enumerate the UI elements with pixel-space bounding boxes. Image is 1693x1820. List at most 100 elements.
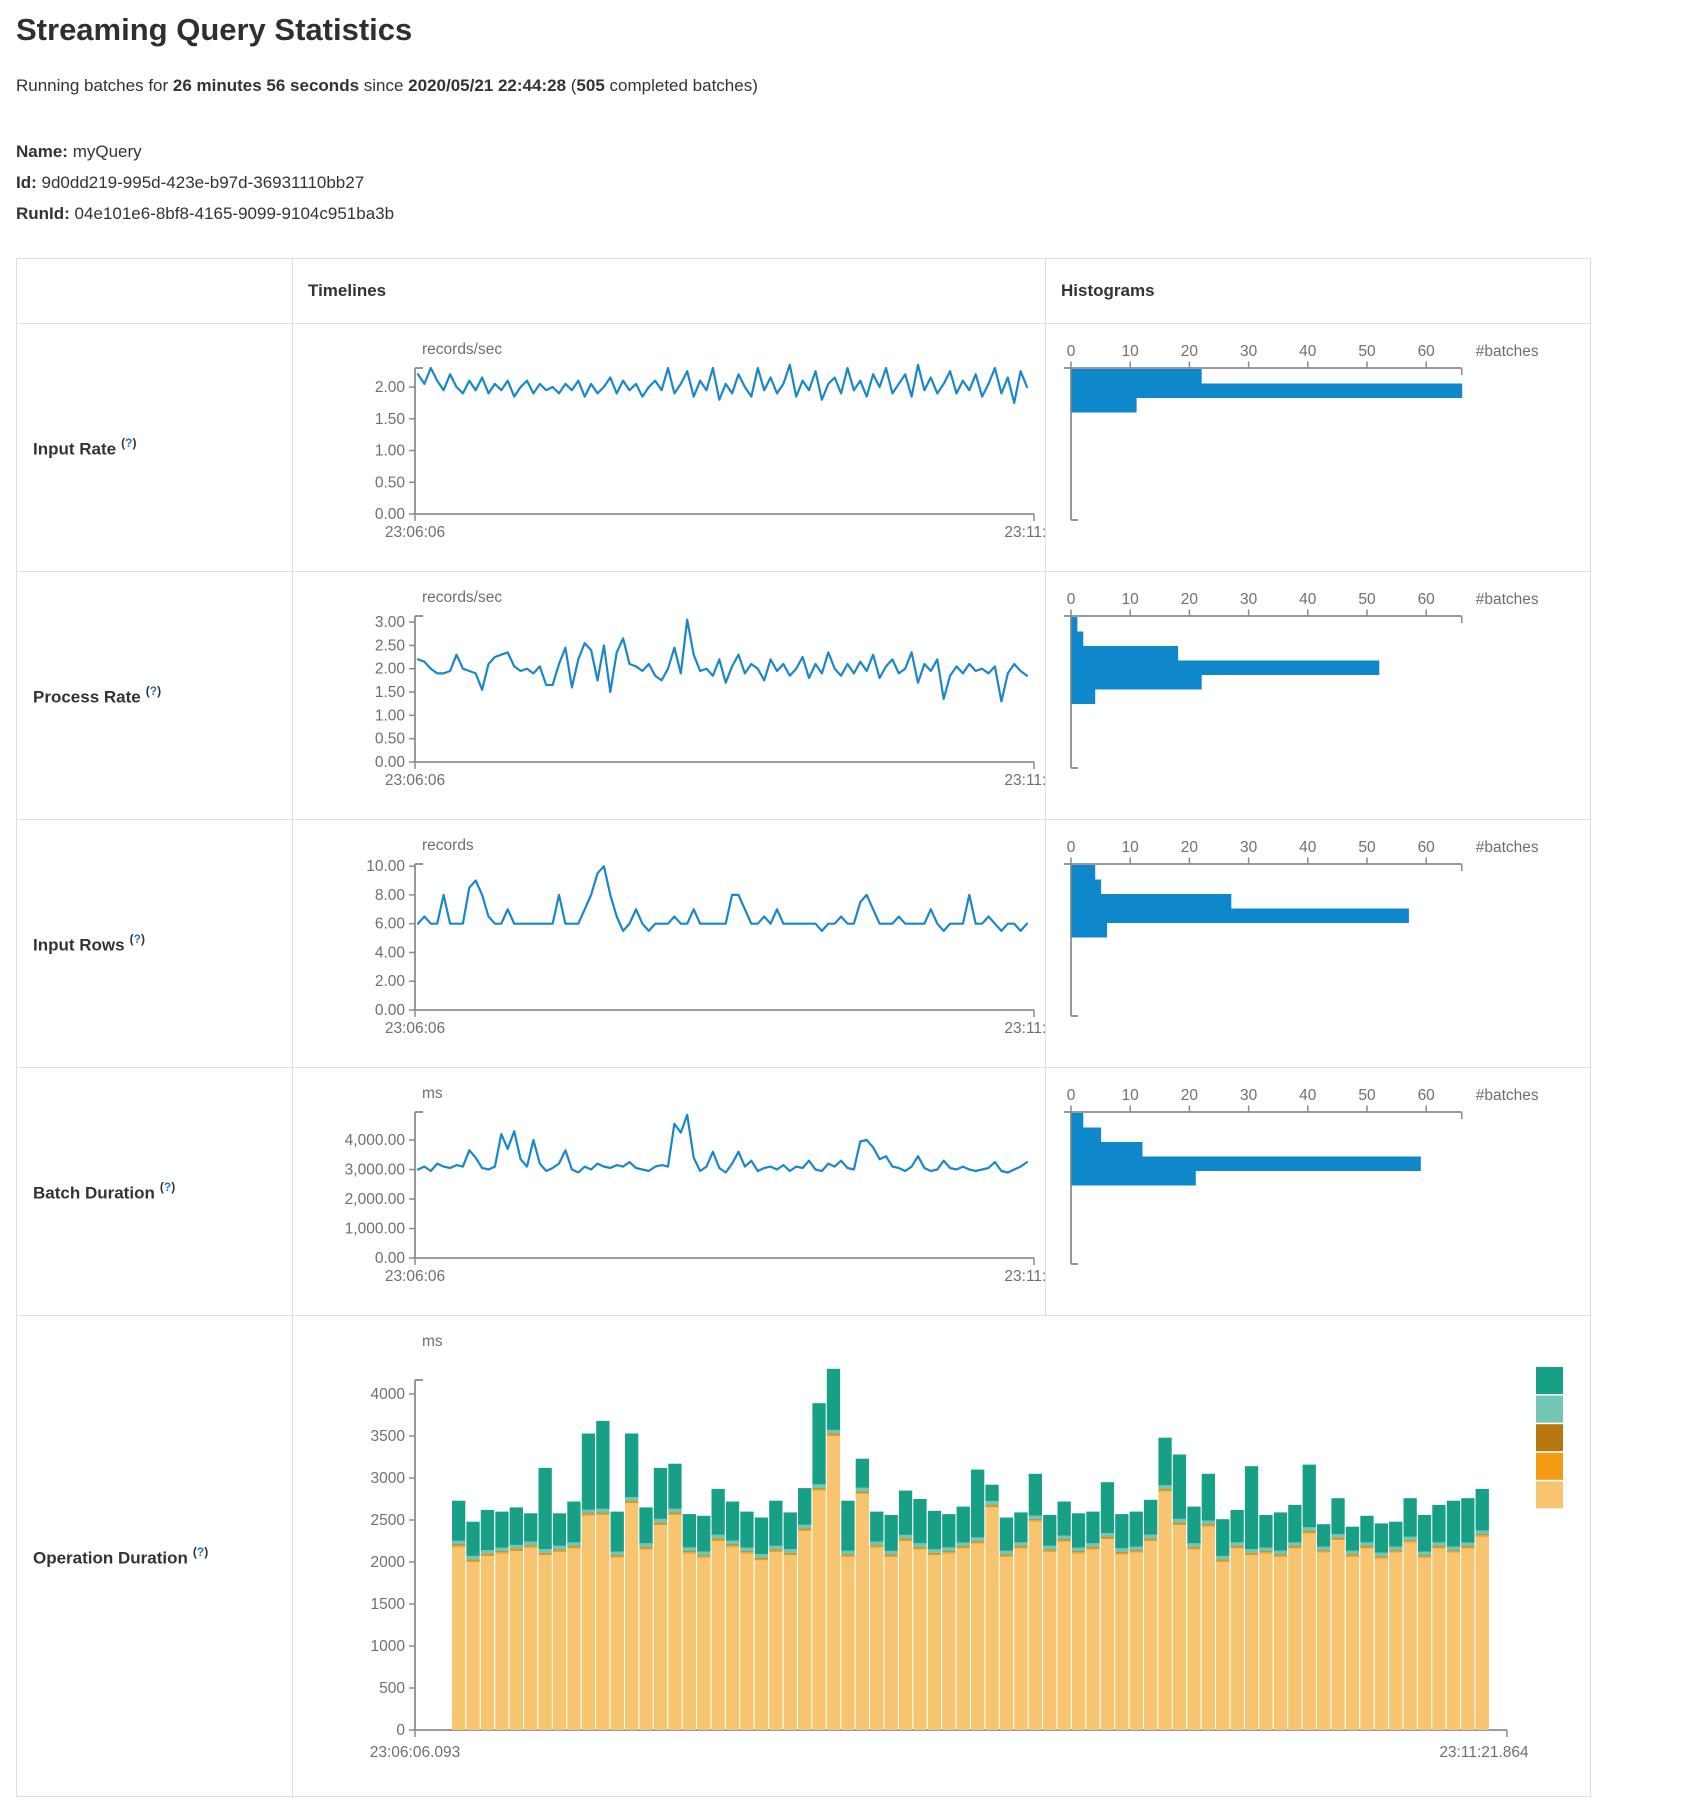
histogram-bar [1071, 675, 1202, 690]
x-tick-label: 20 [1181, 1087, 1199, 1104]
stack-segment-light-teal [480, 1550, 495, 1554]
row-label-input-rows: Input Rows (?) [33, 931, 145, 955]
stack-segment-dark-ochre [1057, 1539, 1071, 1541]
help-icon-operation-duration[interactable]: (?) [193, 1545, 208, 1559]
x-tick-label: 10 [1122, 591, 1140, 608]
stack-segment-light-teal [841, 1550, 855, 1555]
x-tick-label: 60 [1418, 591, 1436, 608]
stack-segment-light-teal [898, 1534, 913, 1539]
x-tick-label: 0 [1067, 343, 1076, 360]
stack-segment-teal [653, 1467, 668, 1519]
histogram-cell-process-rate: 0 10 20 30 40 50 60 #batches [1047, 572, 1590, 820]
stack-segment-teal [956, 1506, 970, 1543]
batch-duration-timeline-chart: ms4,000.003,000.002,000.001,000.000.0023… [345, 1085, 1046, 1285]
y-tick-label: 1.50 [375, 411, 406, 428]
stack-segment-light-orange [798, 1530, 812, 1730]
stack-segment-teal [999, 1517, 1014, 1551]
stack-segment-light-teal [769, 1545, 783, 1550]
row-input-rate: Input Rate (?) records/sec 2.00 1.50 1.00 0.50… [17, 323, 1590, 572]
stack-segment-orange [1374, 1557, 1388, 1559]
y-tick-label: 2.00 [375, 973, 406, 990]
stack-segment-light-teal [610, 1551, 624, 1556]
stack-segment-light-orange [1461, 1548, 1475, 1730]
x-tick-label: 50 [1358, 591, 1376, 608]
stack-segment-dark-ochre [1071, 1551, 1086, 1552]
row-header-cell-process-rate: Process Rate (?) [17, 572, 293, 820]
stack-segment-orange [567, 1547, 581, 1549]
stack-segment-dark-ochre [711, 1538, 725, 1540]
stack-segment-dark-ochre [697, 1555, 711, 1557]
help-icon-batch-duration[interactable]: (?) [160, 1180, 175, 1194]
stack-segment-light-orange [740, 1553, 754, 1730]
stack-segment-light-orange [1374, 1558, 1388, 1730]
stack-segment-teal [942, 1514, 956, 1548]
stack-segment-orange [999, 1555, 1014, 1557]
stack-segment-dark-ochre [1158, 1489, 1172, 1490]
stack-segment-orange [898, 1539, 913, 1541]
stack-segment-light-orange [1360, 1548, 1374, 1730]
stack-segment-teal [1417, 1515, 1432, 1552]
help-icon-input-rows[interactable]: (?) [130, 932, 145, 946]
stack-segment-light-orange [495, 1553, 509, 1730]
legend-swatch [1536, 1481, 1563, 1509]
stack-segment-teal [524, 1513, 538, 1542]
stack-segment-orange [812, 1489, 826, 1491]
x-tick-label: 40 [1299, 839, 1317, 856]
stack-segment-light-teal [870, 1541, 884, 1546]
stack-segment-dark-ochre [884, 1554, 898, 1556]
stack-segment-dark-ochre [495, 1551, 509, 1552]
x-tick-label: 10 [1122, 343, 1140, 360]
help-icon-process-rate[interactable]: (?) [146, 684, 161, 698]
histograms-header-label: Histograms [1061, 281, 1155, 300]
row-input-rows: Input Rows (?) records 10.00 8.00 6.00 4.00 2.0… [17, 819, 1590, 1068]
stack-segment-light-orange [711, 1541, 725, 1730]
y-axis-unit-label: records/sec [422, 341, 502, 358]
help-icon-part: ( [129, 931, 134, 946]
stack-segment-light-orange [552, 1551, 567, 1730]
stack-segment-light-teal [1230, 1542, 1244, 1547]
stack-segment-teal [1475, 1488, 1489, 1531]
stack-segment-light-orange [1259, 1553, 1273, 1730]
stack-segment-light-orange [1158, 1491, 1172, 1730]
stack-segment-dark-ochre [567, 1546, 581, 1547]
stack-segment-dark-ochre [1288, 1546, 1302, 1547]
stack-segment-light-teal [1086, 1543, 1100, 1548]
stack-segment-orange [913, 1547, 927, 1550]
stack-segment-light-orange [1317, 1552, 1331, 1730]
stack-segment-light-orange [1014, 1548, 1028, 1730]
stack-segment-orange [956, 1547, 970, 1549]
help-icon-part: ) [204, 1544, 209, 1559]
timelines-column-header: Timelines [294, 259, 1046, 323]
histogram-bar [1071, 1113, 1084, 1128]
stack-segment-light-orange [639, 1549, 653, 1730]
histogram-bar [1071, 617, 1078, 632]
x-tick-label: 40 [1299, 1087, 1317, 1104]
help-icon-part: ( [159, 1179, 164, 1194]
timeline-cell-batch-duration: ms 4,000.00 3,000.00 2,000.00 1,000.00 0.00 23… [294, 1068, 1046, 1316]
stack-segment-light-orange [855, 1494, 869, 1730]
stack-segment-teal [1259, 1515, 1273, 1548]
batches-unit-label: #batches [1476, 591, 1539, 608]
y-tick-label: 2.00 [375, 661, 406, 678]
stack-segment-light-teal [754, 1554, 769, 1558]
stack-segment-teal [1115, 1514, 1129, 1549]
stack-segment-orange [1201, 1525, 1215, 1527]
stack-segment-light-orange [1071, 1553, 1086, 1730]
stack-segment-dark-ochre [826, 1433, 841, 1435]
stack-segment-light-orange [1331, 1540, 1345, 1730]
stack-segment-teal [480, 1509, 495, 1550]
stack-segment-teal [913, 1499, 927, 1544]
stack-segment-light-orange [1389, 1552, 1403, 1730]
help-icon-part: ? [133, 931, 141, 946]
stack-segment-teal [452, 1500, 466, 1541]
x-tick-label: 30 [1240, 343, 1258, 360]
stack-segment-light-orange [898, 1541, 913, 1730]
stack-segment-orange [1345, 1555, 1360, 1557]
stack-segment-orange [1317, 1551, 1331, 1553]
help-icon-input-rate[interactable]: (?) [121, 436, 136, 450]
stack-segment-dark-ochre [1360, 1546, 1374, 1547]
help-icon-part: ( [145, 683, 150, 698]
stack-segment-light-orange [1201, 1526, 1215, 1730]
stack-segment-dark-ochre [625, 1500, 639, 1502]
x-tick-label: 50 [1358, 343, 1376, 360]
